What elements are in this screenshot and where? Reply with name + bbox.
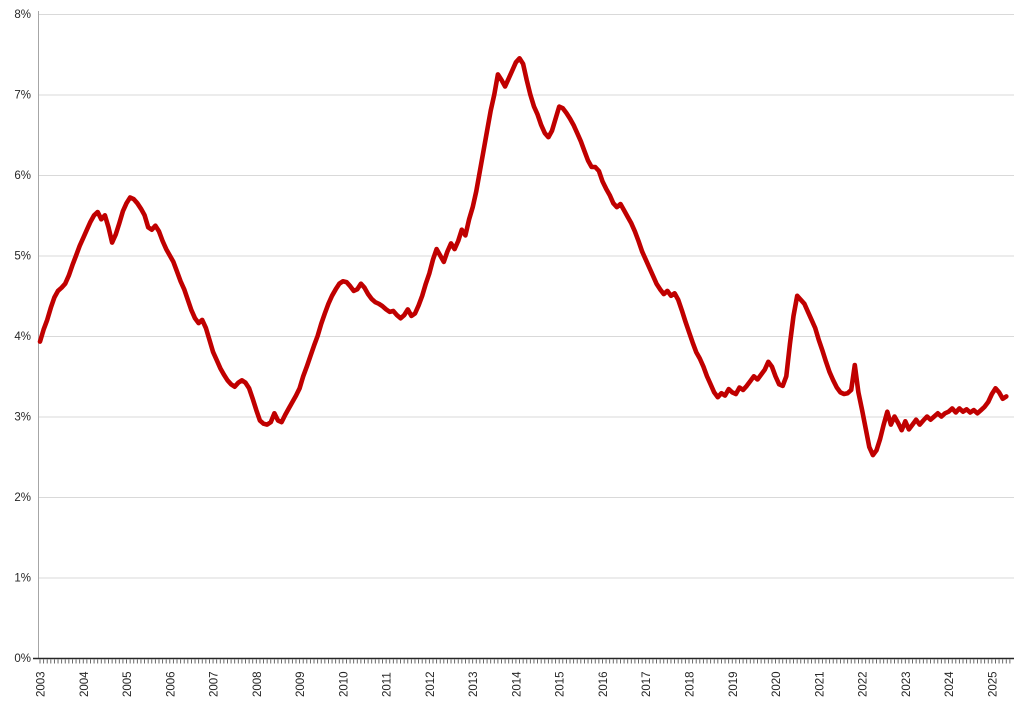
data-series-line <box>37 55 1009 458</box>
x-axis-label: 2009 <box>295 671 307 697</box>
gridlines <box>38 14 1014 579</box>
x-axis-label: 2021 <box>814 671 826 697</box>
x-axis-labels: 2003 2004 2005 2006 2007 2008 2009 2010 2011 2012… <box>36 671 1000 697</box>
x-axis-label: 2019 <box>728 671 740 697</box>
y-axis-labels: 0% 1% 2% 3% 4% 5% 6% 7% 8% <box>14 9 31 665</box>
y-axis-label: 5% <box>14 251 31 263</box>
x-axis-label: 2004 <box>79 671 91 697</box>
x-axis-label: 2017 <box>641 671 653 697</box>
y-axis-label: 0% <box>14 653 31 665</box>
x-axis-label: 2018 <box>684 671 696 697</box>
y-axis-label: 3% <box>14 412 31 424</box>
x-axis-label: 2008 <box>252 671 264 697</box>
x-axis-label: 2003 <box>36 671 48 697</box>
x-axis-label: 2020 <box>771 671 783 697</box>
x-axis-label: 2023 <box>901 671 913 697</box>
x-axis-minor-ticks <box>39 659 1011 664</box>
x-axis-label: 2025 <box>987 671 999 697</box>
x-axis-label: 2007 <box>209 671 221 697</box>
y-axis-label: 6% <box>14 170 31 182</box>
x-axis-label: 2013 <box>468 671 480 697</box>
x-axis-label: 2012 <box>425 671 437 697</box>
x-axis-label: 2005 <box>122 671 134 697</box>
axes <box>33 11 1014 660</box>
x-axis-label: 2010 <box>338 671 350 697</box>
y-axis-label: 7% <box>14 90 31 102</box>
x-axis-label: 2014 <box>511 671 523 697</box>
x-axis-label: 2015 <box>555 671 567 697</box>
x-axis-label: 2024 <box>944 671 956 697</box>
y-axis-label: 1% <box>14 573 31 585</box>
x-axis-label: 2022 <box>858 671 870 697</box>
x-axis-label: 2006 <box>165 671 177 697</box>
series-polyline <box>37 55 1009 458</box>
y-axis-label: 4% <box>14 331 31 343</box>
y-axis-label: 8% <box>14 9 31 21</box>
x-axis-label: 2016 <box>598 671 610 697</box>
x-axis-label: 2011 <box>382 672 394 697</box>
y-axis-label: 2% <box>14 492 31 504</box>
